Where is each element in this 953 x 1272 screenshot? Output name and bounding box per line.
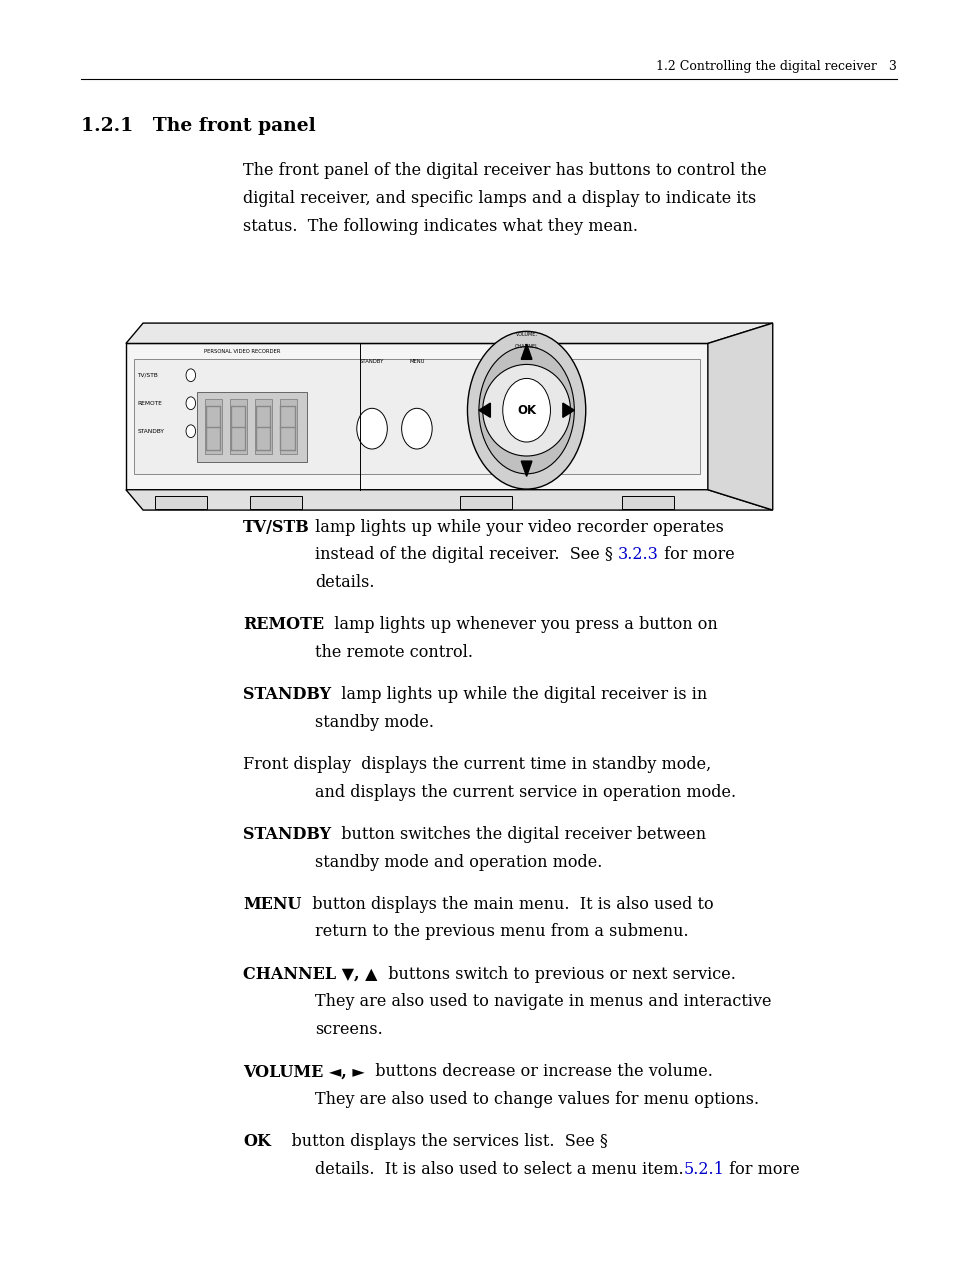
Polygon shape	[621, 496, 674, 509]
FancyBboxPatch shape	[197, 392, 307, 462]
Text: OK: OK	[243, 1133, 271, 1150]
Text: REMOTE: REMOTE	[137, 401, 162, 406]
Text: instead of the digital receiver.  See §: instead of the digital receiver. See §	[314, 546, 618, 563]
Polygon shape	[126, 490, 772, 510]
FancyBboxPatch shape	[254, 399, 272, 454]
Circle shape	[186, 425, 195, 438]
Polygon shape	[459, 496, 512, 509]
Text: CHANNEL: CHANNEL	[514, 343, 538, 349]
Text: They are also used to change values for menu options.: They are also used to change values for …	[314, 1091, 759, 1108]
Text: 1.2 Controlling the digital receiver   3: 1.2 Controlling the digital receiver 3	[656, 60, 896, 73]
Text: the remote control.: the remote control.	[314, 644, 473, 660]
Text: VOLUME ◄, ►: VOLUME ◄, ►	[243, 1063, 364, 1080]
Polygon shape	[478, 403, 490, 417]
FancyBboxPatch shape	[230, 399, 247, 454]
Text: digital receiver, and specific lamps and a display to indicate its: digital receiver, and specific lamps and…	[243, 190, 756, 206]
Text: STANDBY: STANDBY	[243, 827, 331, 843]
Text: STANDBY: STANDBY	[243, 687, 331, 703]
Text: button displays the main menu.  It is also used to: button displays the main menu. It is als…	[301, 897, 713, 913]
Text: TV/STB: TV/STB	[137, 373, 158, 378]
Polygon shape	[154, 496, 207, 509]
Polygon shape	[520, 343, 532, 359]
Text: STANDBY: STANDBY	[359, 359, 384, 364]
Text: buttons switch to previous or next service.: buttons switch to previous or next servi…	[377, 967, 735, 983]
Text: The front panel of the digital receiver has buttons to control the: The front panel of the digital receiver …	[243, 162, 766, 178]
Text: return to the previous menu from a submenu.: return to the previous menu from a subme…	[314, 923, 688, 940]
Text: MENU: MENU	[243, 897, 301, 913]
Polygon shape	[520, 460, 532, 476]
Text: MENU: MENU	[409, 359, 424, 364]
Text: lamp lights up while the digital receiver is in: lamp lights up while the digital receive…	[331, 687, 707, 703]
Text: details.: details.	[314, 574, 374, 590]
Text: button displays the services list.  See §: button displays the services list. See §	[271, 1133, 613, 1150]
Polygon shape	[126, 323, 772, 343]
Circle shape	[186, 369, 195, 382]
Text: standby mode.: standby mode.	[314, 714, 434, 730]
Text: They are also used to navigate in menus and interactive: They are also used to navigate in menus …	[314, 993, 771, 1010]
Text: lamp lights up whenever you press a button on: lamp lights up whenever you press a butt…	[324, 616, 718, 633]
Circle shape	[356, 408, 387, 449]
Text: TV/STB: TV/STB	[243, 519, 310, 536]
Text: status.  The following indicates what they mean.: status. The following indicates what the…	[243, 218, 638, 234]
Text: VOLUME,: VOLUME,	[516, 332, 537, 337]
FancyBboxPatch shape	[279, 399, 296, 454]
Text: CHANNEL ▼, ▲: CHANNEL ▼, ▲	[243, 967, 377, 983]
Text: lamp lights up while your video recorder operates: lamp lights up while your video recorder…	[310, 519, 723, 536]
Text: standby mode and operation mode.: standby mode and operation mode.	[314, 854, 601, 870]
Ellipse shape	[482, 364, 570, 457]
Text: 3.2.3: 3.2.3	[618, 546, 658, 563]
Text: and displays the current service in operation mode.: and displays the current service in oper…	[314, 784, 735, 800]
Circle shape	[467, 331, 585, 490]
Text: screens.: screens.	[314, 1021, 382, 1038]
Polygon shape	[562, 403, 574, 417]
Text: STANDBY: STANDBY	[137, 429, 164, 434]
Polygon shape	[707, 323, 772, 510]
Text: 1.2.1   The front panel: 1.2.1 The front panel	[81, 117, 315, 135]
Polygon shape	[250, 496, 302, 509]
Text: buttons decrease or increase the volume.: buttons decrease or increase the volume.	[364, 1063, 712, 1080]
Text: for more: for more	[723, 1161, 800, 1178]
Circle shape	[502, 379, 550, 441]
Text: Front display: Front display	[243, 756, 351, 773]
Text: REMOTE: REMOTE	[243, 616, 324, 633]
Circle shape	[478, 346, 574, 474]
FancyBboxPatch shape	[133, 359, 700, 474]
FancyBboxPatch shape	[126, 343, 707, 490]
Text: details.  It is also used to select a menu item.: details. It is also used to select a men…	[314, 1161, 682, 1178]
Text: PERSONAL VIDEO RECORDER: PERSONAL VIDEO RECORDER	[204, 349, 280, 354]
Text: button switches the digital receiver between: button switches the digital receiver bet…	[331, 827, 706, 843]
Circle shape	[401, 408, 432, 449]
FancyBboxPatch shape	[205, 399, 222, 454]
Text: OK: OK	[517, 403, 536, 417]
Text: displays the current time in standby mode,: displays the current time in standby mod…	[351, 756, 711, 773]
Text: 5.2.1: 5.2.1	[682, 1161, 723, 1178]
Circle shape	[186, 397, 195, 410]
Text: for more: for more	[658, 546, 734, 563]
